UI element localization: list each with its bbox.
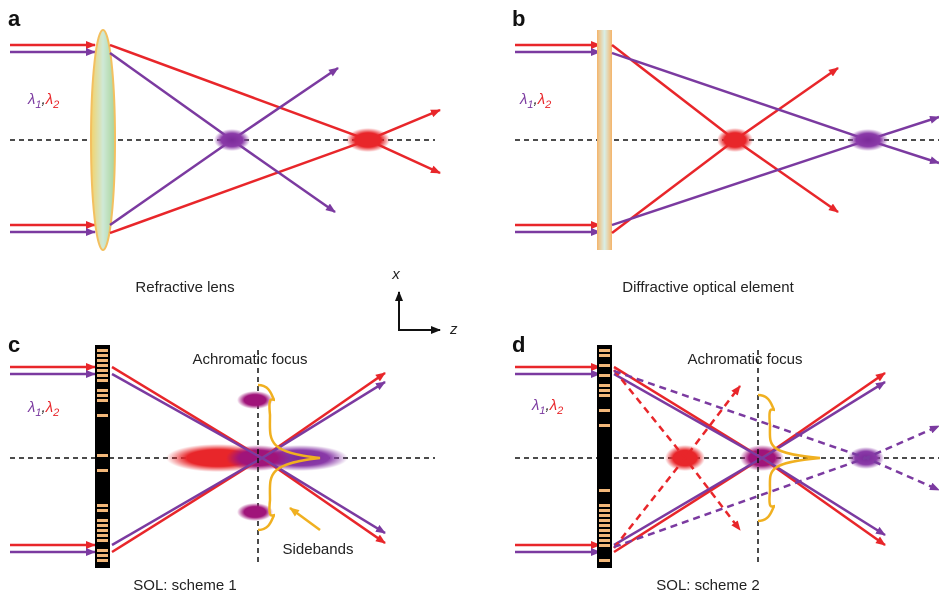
caption: SOL: scheme 1 [133, 577, 236, 594]
slit [599, 409, 610, 412]
pointer [289, 506, 321, 532]
intensity-profile [257, 383, 321, 532]
caption: SOL: scheme 2 [656, 577, 759, 594]
slit [599, 524, 610, 527]
focus-spot [214, 129, 250, 151]
wavelength-subscript: 1 [35, 407, 41, 419]
slit [97, 414, 108, 417]
wavelength-subscript: 1 [527, 99, 533, 111]
slit [97, 454, 108, 457]
slit [97, 364, 108, 367]
ray [613, 385, 741, 549]
wavelength-subscript: 2 [544, 99, 551, 111]
slit [97, 374, 108, 377]
slit [599, 349, 610, 352]
wavelength-label: λ1,λ2 [27, 399, 59, 419]
intensity-profile [757, 393, 821, 523]
wavelength-subscript: 1 [35, 99, 41, 111]
ray [613, 380, 886, 547]
wavelength-symbol: λ [549, 397, 557, 414]
slit [97, 534, 108, 537]
slit [97, 554, 108, 557]
wavelength-symbol: λ [45, 399, 53, 416]
slit [97, 394, 108, 397]
slit [599, 394, 610, 397]
slit [97, 524, 108, 527]
wavelength-label: λ1,λ2 [519, 91, 551, 111]
slit [599, 489, 610, 492]
ray [613, 456, 939, 549]
slit [599, 529, 610, 532]
focus-spot [237, 391, 273, 409]
slit [97, 469, 108, 472]
slit [97, 379, 108, 382]
slit [97, 504, 108, 507]
slit [599, 519, 610, 522]
panel-label: a [8, 6, 21, 31]
slit [599, 509, 610, 512]
slit [599, 424, 610, 427]
caption: Diffractive optical element [622, 279, 794, 296]
wavelength-symbol: λ [27, 91, 35, 108]
diffraction-bar [597, 345, 612, 568]
slit [599, 389, 610, 392]
slit [599, 384, 610, 387]
wavelength-label: λ1,λ2 [531, 397, 563, 417]
slit [97, 359, 108, 362]
annotation: Achromatic focus [192, 351, 307, 368]
slit [599, 539, 610, 542]
wavelength-subscript: 2 [556, 405, 563, 417]
slit [97, 559, 108, 562]
slit [599, 534, 610, 537]
wavelength-symbol: λ [45, 91, 53, 108]
slit [599, 544, 610, 547]
slit [97, 539, 108, 542]
focus-spot [717, 128, 753, 152]
separator: , [42, 91, 46, 108]
slit [97, 549, 108, 552]
axis-label: x [391, 266, 400, 283]
slit [599, 504, 610, 507]
axis-label: z [449, 321, 458, 338]
slit [97, 519, 108, 522]
wavelength-symbol: λ [519, 91, 527, 108]
slit [97, 529, 108, 532]
focus-spot [346, 128, 390, 152]
panel-label: d [512, 332, 525, 357]
slit [599, 354, 610, 357]
slit [599, 559, 610, 562]
slit [97, 349, 108, 352]
annotation: Achromatic focus [687, 351, 802, 368]
slit [97, 389, 108, 392]
slit [97, 399, 108, 402]
refractive-lens [90, 29, 116, 251]
diffractive-element [597, 30, 612, 250]
separator: , [534, 91, 538, 108]
wavelength-symbol: λ [537, 91, 545, 108]
slit [599, 514, 610, 517]
slit [97, 509, 108, 512]
wavelength-symbol: λ [531, 397, 539, 414]
slit [97, 354, 108, 357]
slit [599, 364, 610, 367]
panel-label: b [512, 6, 525, 31]
annotation: Sidebands [283, 541, 354, 558]
ray [111, 380, 386, 547]
wavelength-label: λ1,λ2 [27, 91, 59, 111]
panel-label: c [8, 332, 20, 357]
separator: , [42, 399, 46, 416]
wavelength-subscript: 1 [539, 405, 545, 417]
wavelength-subscript: 2 [52, 407, 59, 419]
focus-spot [848, 129, 888, 151]
wavelength-symbol: λ [27, 399, 35, 416]
caption: Refractive lens [135, 279, 234, 296]
slit [97, 369, 108, 372]
slit [599, 374, 610, 377]
focus-spot [237, 503, 273, 521]
separator: , [546, 397, 550, 414]
wavelength-subscript: 2 [52, 99, 59, 111]
